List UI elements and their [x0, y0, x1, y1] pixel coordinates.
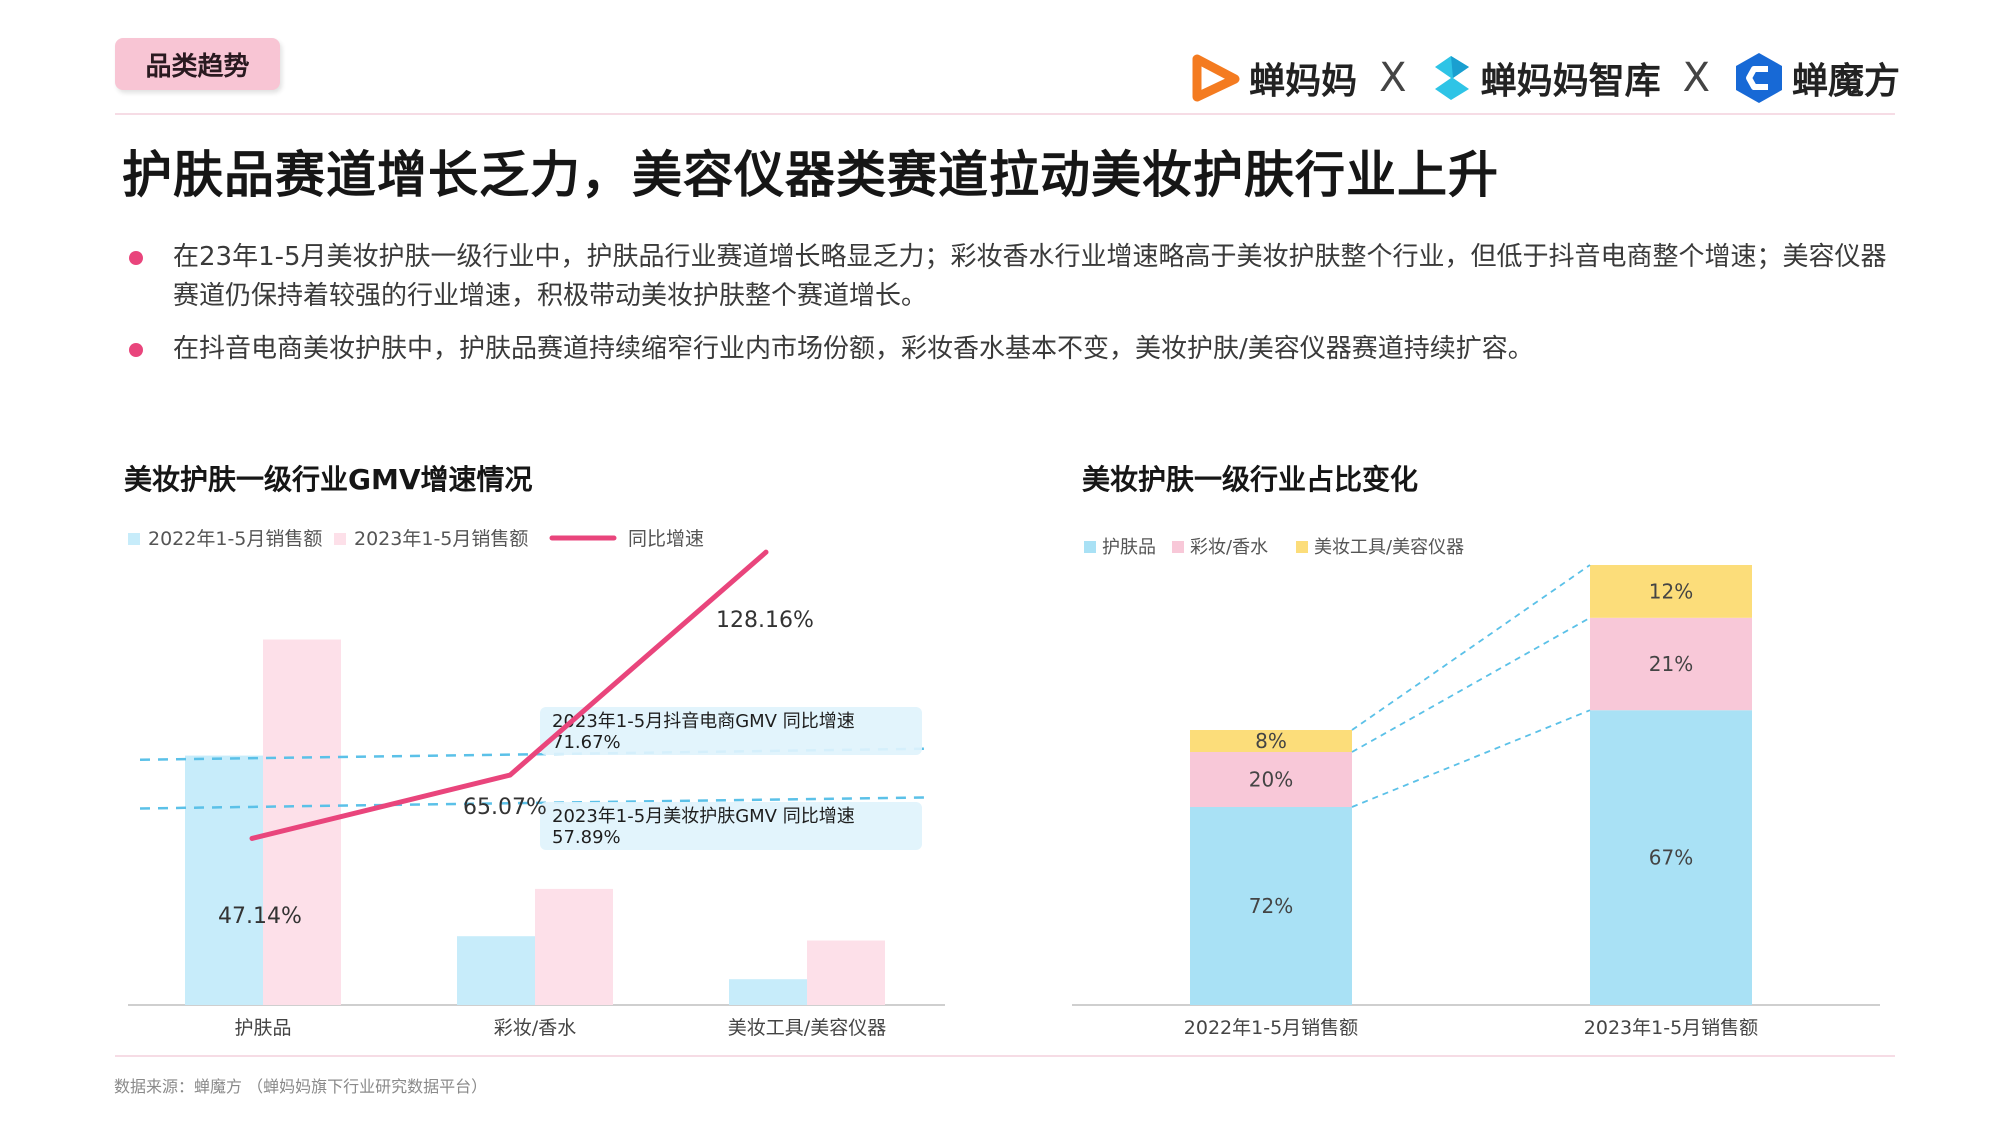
- chanmofang-logo-icon: [1735, 53, 1782, 103]
- stack-segment: [1590, 565, 1752, 618]
- growth-value-label: 128.16%: [716, 608, 814, 633]
- bar-2022: [729, 979, 807, 1005]
- summary-bullets: 在23年1-5月美妆护肤一级行业中，护肤品行业赛道增长略显乏力；彩妆香水行业增速…: [125, 238, 1895, 383]
- stack-segment: [1590, 710, 1752, 1005]
- bar-2022: [185, 755, 263, 1005]
- segment-value-label: 72%: [1249, 894, 1293, 918]
- legend-swatch: [334, 533, 346, 545]
- growth-line: [249, 549, 769, 841]
- brand-chanmama: 蝉妈妈: [1189, 52, 1357, 104]
- legend-label: 同比增速: [628, 528, 704, 550]
- brand-separator-2: X: [1682, 55, 1710, 101]
- bar-2023: [535, 888, 613, 1005]
- x-tick-label: 彩妆/香水: [494, 1017, 576, 1039]
- legend-label: 2023年1-5月销售额: [354, 528, 528, 550]
- reference-callout-value: 71.67%: [552, 732, 621, 753]
- bullet-item: 在抖音电商美妆护肤中，护肤品赛道持续缩窄行业内市场份额，彩妆香水基本不变，美妆护…: [125, 330, 1895, 369]
- connector-line: [1351, 617, 1591, 753]
- page-title: 护肤品赛道增长乏力，美容仪器类赛道拉动美妆护肤行业上升: [122, 146, 1499, 204]
- legend-label: 2022年1-5月销售额: [148, 528, 322, 550]
- x-tick-label: 护肤品: [234, 1017, 291, 1039]
- chanmama-logo-icon: [1192, 54, 1240, 102]
- connector-line: [1351, 709, 1591, 808]
- legend-label: 彩妆/香水: [1190, 537, 1268, 558]
- chart-title: 美妆护肤一级行业GMV增速情况: [124, 463, 533, 496]
- bullet-text: 在抖音电商美妆护肤中，护肤品赛道持续缩窄行业内市场份额，彩妆香水基本不变，美妆护…: [173, 334, 1534, 364]
- stack-segment: [1190, 752, 1352, 807]
- reference-callout-value: 57.89%: [552, 827, 621, 848]
- legend-label: 美妆工具/美容仪器: [1314, 537, 1464, 558]
- brand-chanmama-zhiku: 蝉妈妈智库: [1429, 52, 1661, 104]
- bar-2022: [457, 936, 535, 1005]
- segment-value-label: 21%: [1649, 652, 1693, 676]
- reference-callout-label: 2023年1-5月美妆护肤GMV 同比增速: [552, 806, 855, 827]
- growth-value-label: 65.07%: [463, 795, 547, 820]
- bullet-item: 在23年1-5月美妆护肤一级行业中，护肤品行业赛道增长略显乏力；彩妆香水行业增速…: [125, 238, 1895, 316]
- brand-chanmofang: 蝉魔方: [1732, 51, 1900, 105]
- legend-label: 护肤品: [1102, 537, 1156, 558]
- reference-callout-box: [540, 802, 922, 850]
- brand-separator-1: X: [1379, 55, 1407, 101]
- connector-line: [1351, 564, 1591, 731]
- growth-value-label: 47.14%: [218, 904, 302, 929]
- segment-value-label: 8%: [1255, 729, 1287, 753]
- legend-swatch: [1172, 541, 1184, 553]
- header-divider: [115, 113, 1895, 115]
- brand-bar: 蝉妈妈 X 蝉妈妈智库 X 蝉魔方: [1189, 48, 1900, 108]
- bar-2023: [263, 639, 341, 1005]
- brand-name-1: 蝉妈妈: [1249, 61, 1358, 102]
- brand-name-2: 蝉妈妈智库: [1480, 61, 1661, 102]
- gmv-growth-chart: 美妆护肤一级行业GMV增速情况 2022年1-5月销售额 2023年1-5月销售额 同…: [124, 463, 945, 1039]
- bullet-dot-icon: [129, 251, 143, 265]
- category-tag: 品类趋势: [115, 38, 280, 90]
- stack-segment: [1190, 807, 1352, 1005]
- reference-line: [139, 796, 926, 810]
- segment-value-label: 20%: [1249, 768, 1293, 792]
- segment-value-label: 67%: [1649, 846, 1693, 870]
- zhiku-logo-icon: [1434, 56, 1469, 100]
- legend-swatch: [1084, 541, 1096, 553]
- legend-swatch: [128, 533, 140, 545]
- bullet-text: 在23年1-5月美妆护肤一级行业中，护肤品行业赛道增长略显乏力；彩妆香水行业增速…: [173, 242, 1887, 311]
- segment-value-label: 12%: [1649, 579, 1693, 603]
- data-source: 数据来源：蝉魔方 （蝉妈妈旗下行业研究数据平台）: [114, 1077, 488, 1096]
- x-tick-label: 2022年1-5月销售额: [1184, 1017, 1358, 1039]
- x-tick-label: 美妆工具/美容仪器: [728, 1017, 886, 1039]
- stack-segment: [1190, 730, 1352, 752]
- brand-name-3: 蝉魔方: [1791, 61, 1900, 102]
- x-tick-label: 2023年1-5月销售额: [1584, 1017, 1758, 1039]
- stack-segment: [1590, 617, 1752, 711]
- reference-callout-label: 2023年1-5月抖音电商GMV 同比增速: [552, 711, 855, 732]
- bar-2023: [807, 940, 885, 1005]
- legend-swatch: [1296, 541, 1308, 553]
- chart-title: 美妆护肤一级行业占比变化: [1082, 463, 1418, 496]
- bullet-dot-icon: [129, 343, 143, 357]
- reference-callout-box: [540, 707, 922, 755]
- footer-divider: [115, 1055, 1895, 1057]
